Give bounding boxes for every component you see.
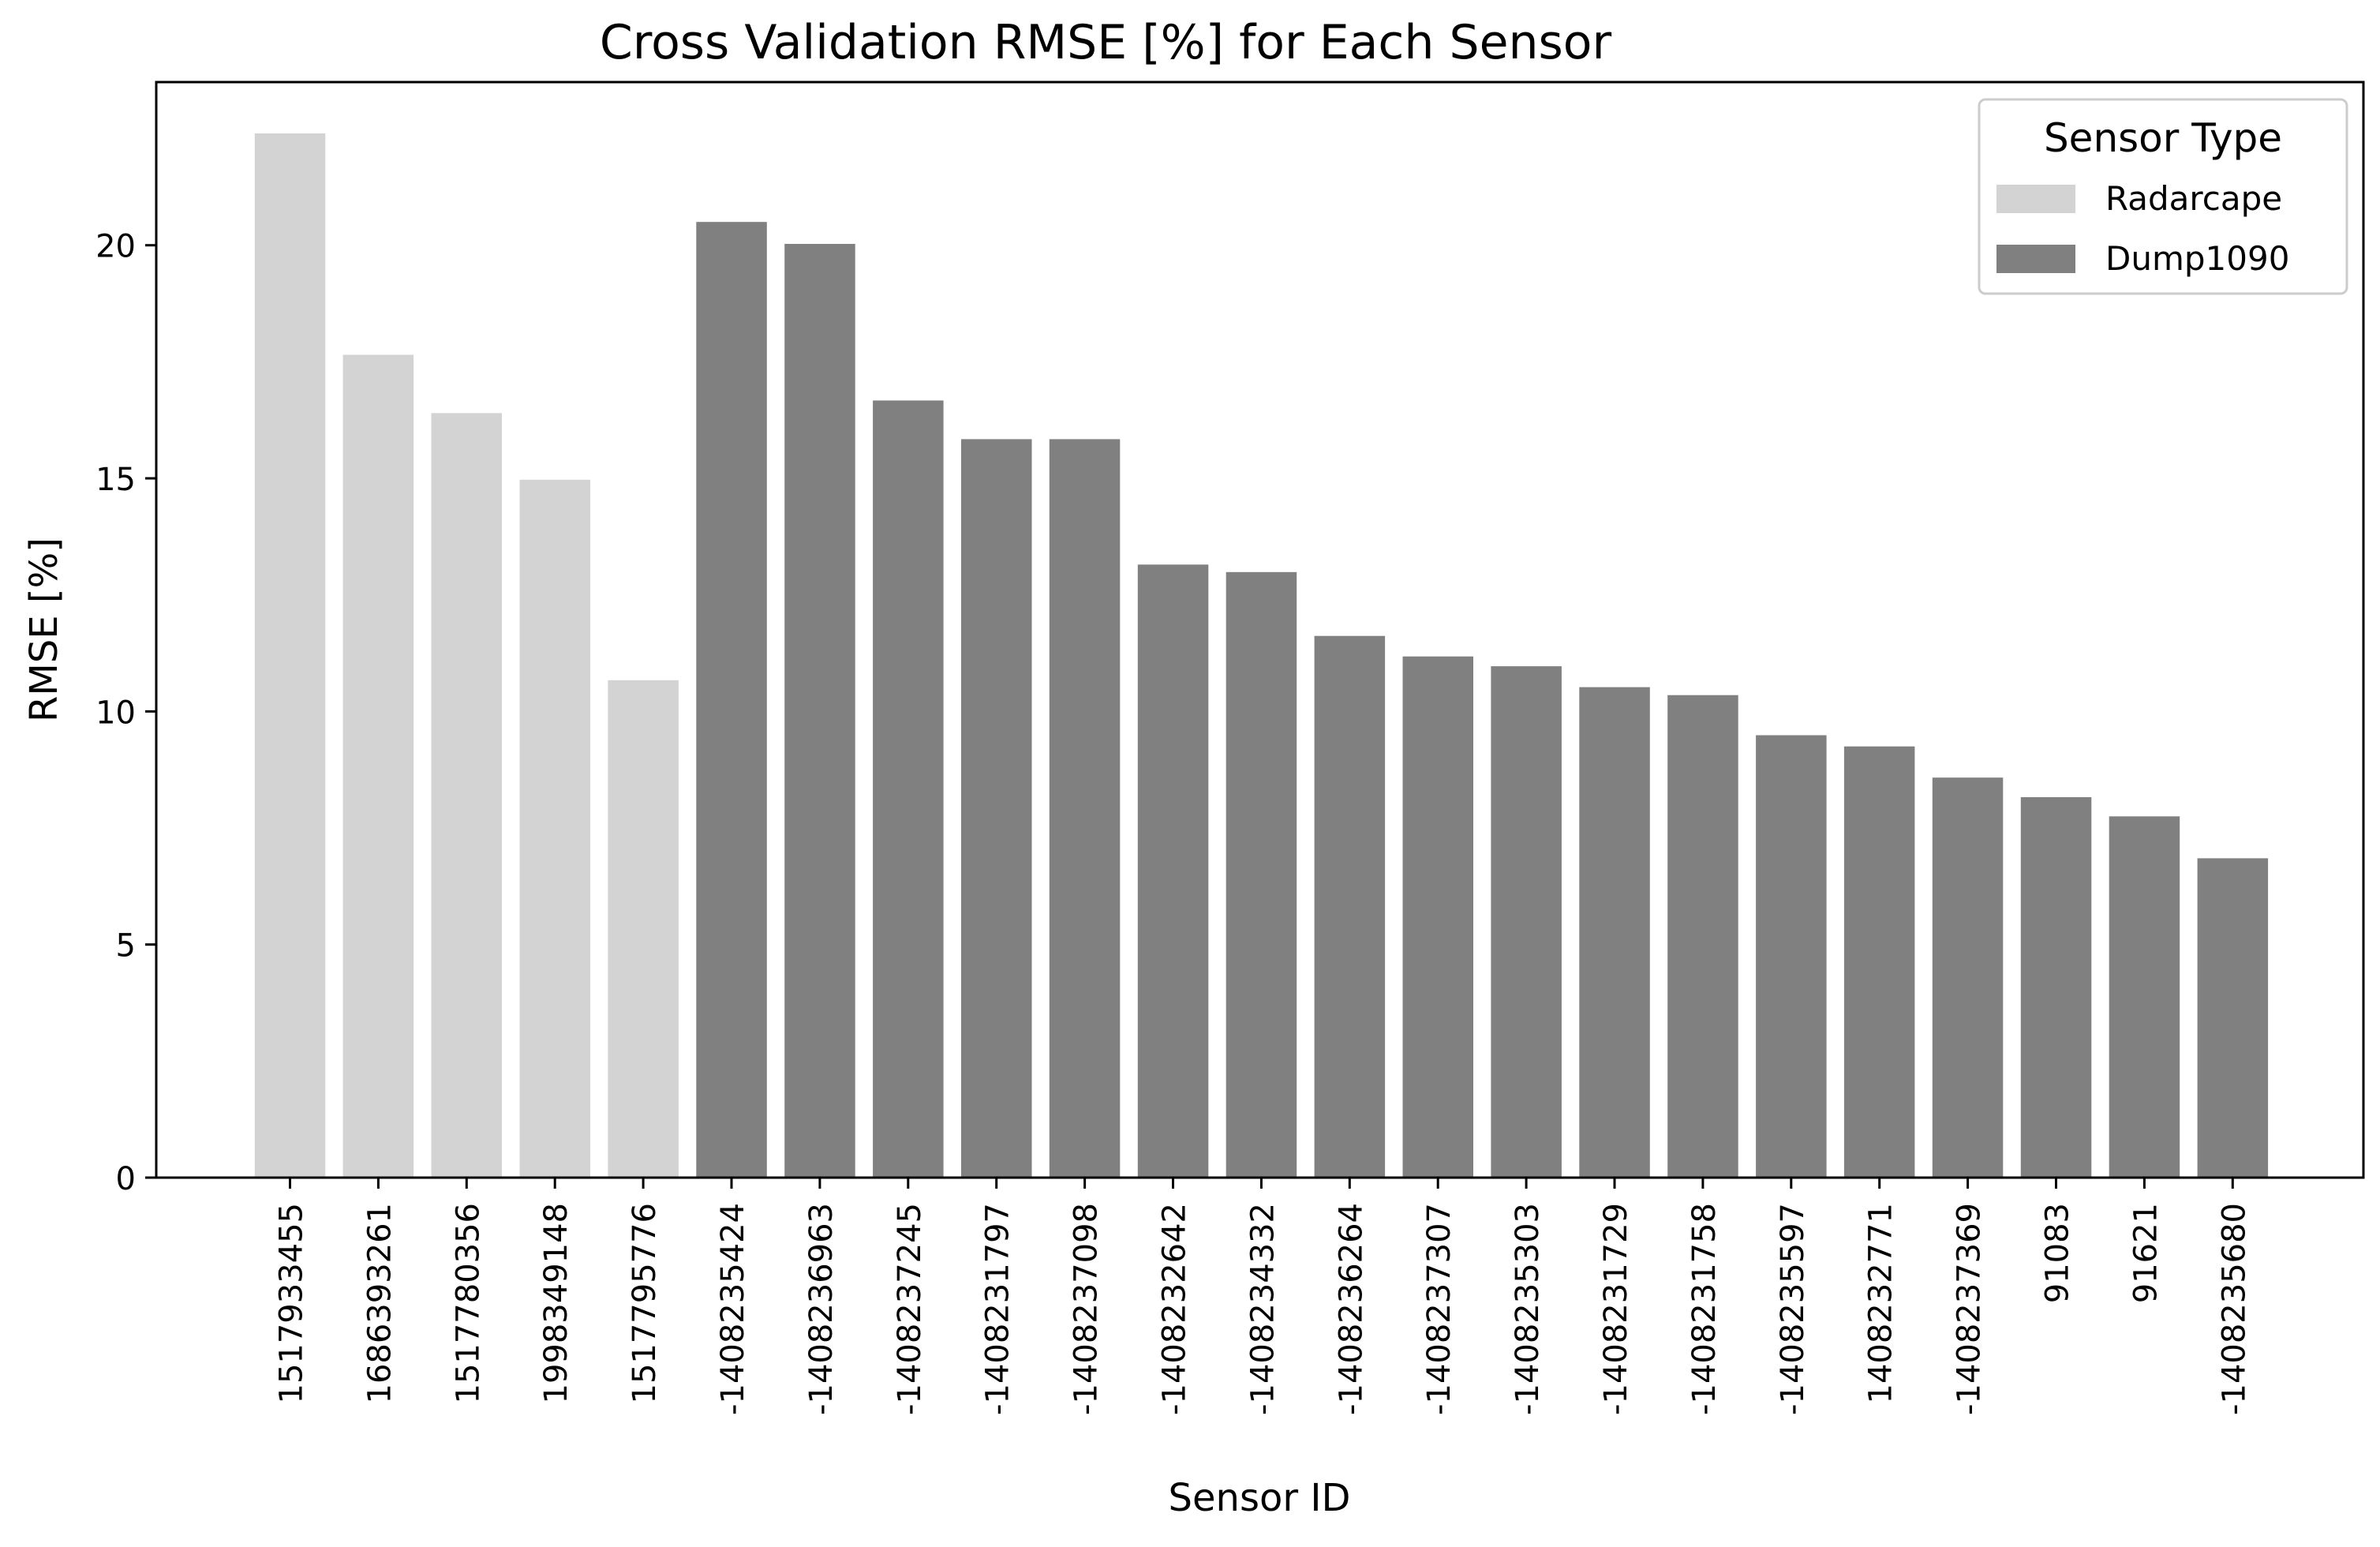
bar-1517795776 bbox=[608, 680, 679, 1178]
bars bbox=[254, 133, 2269, 1178]
x-tick-label: -1408237245 bbox=[892, 1203, 928, 1415]
y-tick-label: 20 bbox=[95, 229, 136, 265]
x-tick-label: 1686393261 bbox=[361, 1203, 398, 1404]
x-tick-label: -1408237369 bbox=[1952, 1203, 1988, 1415]
plot-area-frame bbox=[155, 81, 2365, 1179]
x-axis-label: Sensor ID bbox=[1169, 1476, 1351, 1520]
x-tick-label: -1408235303 bbox=[1510, 1203, 1546, 1415]
x-tick-label: -1408235424 bbox=[715, 1203, 751, 1415]
legend-title: Sensor Type bbox=[2044, 115, 2282, 161]
y-tick-label: 5 bbox=[116, 928, 136, 965]
x-tick-label: -1408237098 bbox=[1068, 1203, 1105, 1415]
x-tick-label: 1998349148 bbox=[538, 1203, 574, 1404]
x-tick-label: 91083 bbox=[2040, 1203, 2076, 1303]
y-axis-label: RMSE [%] bbox=[22, 538, 66, 722]
bar--1408234332 bbox=[1226, 571, 1297, 1178]
x-tick-label: -1408235597 bbox=[1775, 1203, 1811, 1415]
bar--1408231758 bbox=[1667, 695, 1738, 1178]
bar-91621 bbox=[2109, 816, 2180, 1178]
bar--1408231797 bbox=[961, 439, 1032, 1178]
bar-1517780356 bbox=[431, 413, 502, 1178]
bar-1517933455 bbox=[254, 133, 326, 1178]
legend-swatch-radarcape bbox=[1996, 185, 2075, 213]
y-tick-label: 15 bbox=[95, 462, 136, 498]
bar--1408231729 bbox=[1579, 687, 1650, 1178]
x-tick-label: 91621 bbox=[2127, 1203, 2164, 1303]
legend-swatch-dump1090 bbox=[1996, 245, 2075, 273]
bar--1408237369 bbox=[1932, 777, 2004, 1178]
legend-label-radarcape: Radarcape bbox=[2105, 179, 2282, 218]
x-tick-label: 1517933455 bbox=[274, 1203, 310, 1404]
bar--1408236963 bbox=[784, 244, 855, 1178]
bar--1408235424 bbox=[696, 222, 767, 1178]
x-tick-label: -1408231797 bbox=[980, 1203, 1016, 1415]
bar--1408235303 bbox=[1491, 666, 1562, 1178]
x-tick-label: -1408231729 bbox=[1598, 1203, 1634, 1415]
x-tick-label: -1408235680 bbox=[2216, 1203, 2252, 1415]
x-tick-label: -1408231758 bbox=[1686, 1203, 1723, 1415]
chart-title: Cross Validation RMSE [%] for Each Senso… bbox=[600, 15, 1612, 70]
bar-1408232771 bbox=[1843, 746, 1915, 1178]
x-tick-label: -1408236963 bbox=[803, 1203, 840, 1415]
y-axis: 0 5 10 15 20 bbox=[95, 229, 156, 1197]
x-tick-label: -1408236264 bbox=[1333, 1203, 1369, 1415]
bar--1408235597 bbox=[1756, 735, 1827, 1178]
y-tick-label: 10 bbox=[95, 695, 136, 731]
x-tick-label: -1408237307 bbox=[1421, 1203, 1458, 1415]
bar--1408235680 bbox=[2197, 858, 2269, 1178]
bar--1408237307 bbox=[1402, 656, 1473, 1178]
bar-91083 bbox=[2020, 797, 2092, 1178]
x-tick-label: 1517780356 bbox=[450, 1203, 486, 1404]
bar--1408237245 bbox=[873, 400, 944, 1178]
x-tick-label: 1408232771 bbox=[1863, 1203, 1899, 1404]
x-tick-label: -1408232642 bbox=[1157, 1203, 1193, 1415]
bar-1998349148 bbox=[519, 479, 590, 1178]
legend: Sensor Type Radarcape Dump1090 bbox=[1978, 98, 2348, 295]
x-tick-label: 1517795776 bbox=[627, 1203, 663, 1404]
y-tick-label: 0 bbox=[116, 1161, 136, 1197]
x-axis: 1517933455 1686393261 1517780356 1998349148… bbox=[274, 1178, 2252, 1415]
bar--1408232642 bbox=[1137, 564, 1209, 1178]
bar--1408236264 bbox=[1314, 635, 1386, 1178]
legend-label-dump1090: Dump1090 bbox=[2105, 239, 2289, 278]
bar--1408237098 bbox=[1049, 439, 1121, 1178]
x-tick-label: -1408234332 bbox=[1244, 1203, 1281, 1415]
bar-1686393261 bbox=[342, 354, 414, 1178]
